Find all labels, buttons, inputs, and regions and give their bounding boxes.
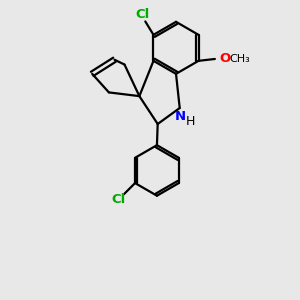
Text: H: H xyxy=(185,115,195,128)
Text: Cl: Cl xyxy=(135,8,149,20)
Text: O: O xyxy=(219,52,230,65)
Text: CH₃: CH₃ xyxy=(230,54,250,64)
Text: Cl: Cl xyxy=(111,193,125,206)
Text: N: N xyxy=(175,110,186,122)
